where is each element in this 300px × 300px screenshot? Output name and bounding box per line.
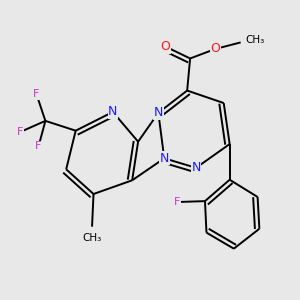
Text: O: O: [211, 42, 220, 56]
Text: O: O: [160, 40, 170, 53]
Text: CH₃: CH₃: [245, 35, 264, 45]
Text: N: N: [154, 106, 163, 119]
Text: CH₃: CH₃: [82, 233, 102, 243]
Text: N: N: [160, 152, 169, 165]
Text: N: N: [191, 161, 201, 174]
Text: F: F: [33, 89, 40, 99]
Text: N: N: [108, 106, 118, 118]
Text: F: F: [16, 127, 23, 137]
Text: F: F: [35, 141, 42, 152]
Text: F: F: [174, 197, 181, 207]
